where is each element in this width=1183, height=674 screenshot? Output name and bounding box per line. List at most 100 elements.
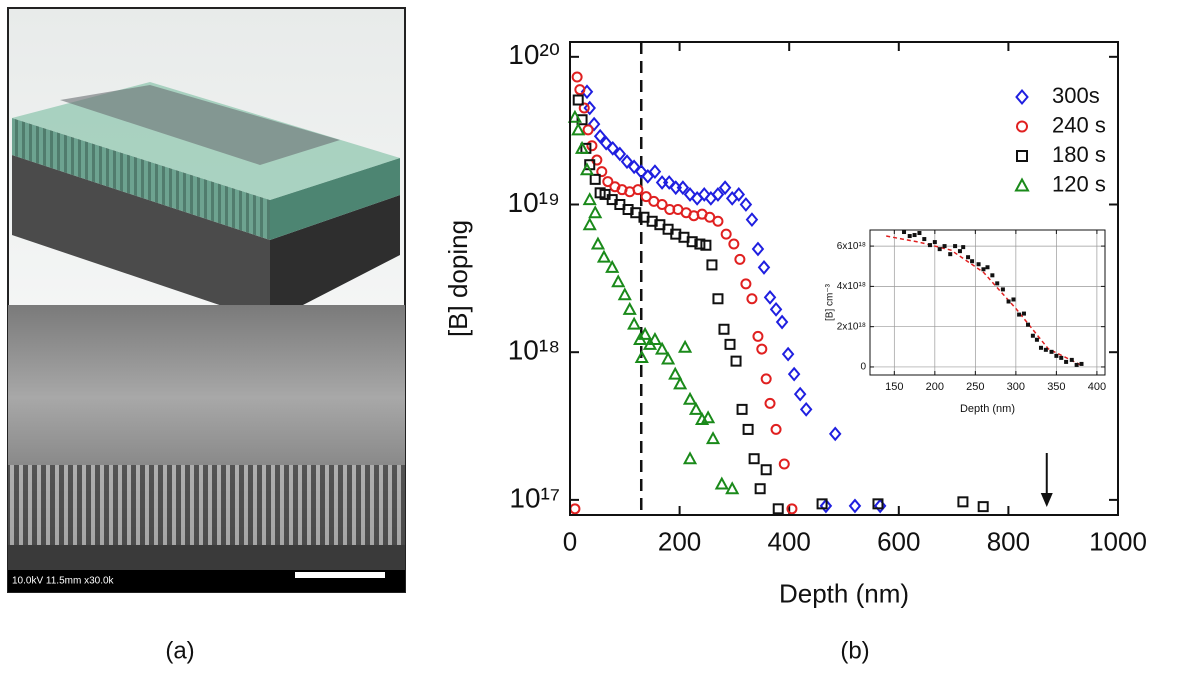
data-point (902, 230, 907, 235)
data-point (648, 164, 662, 180)
plot-frame (869, 229, 1106, 376)
data-point (786, 503, 798, 515)
data-point (736, 403, 748, 415)
data-point (662, 175, 676, 190)
x-tick-label: 350 (1047, 381, 1065, 393)
data-point (582, 217, 597, 231)
data-point (572, 94, 584, 106)
data-point (1054, 353, 1059, 358)
data-point (981, 267, 986, 272)
data-point (720, 228, 732, 240)
x-tick-label: 1000 (1089, 526, 1147, 556)
legend-label: 300s (1052, 83, 1100, 108)
panel-label: (b) (840, 637, 869, 664)
data-point (718, 323, 730, 335)
data-point (787, 366, 801, 382)
data-point (995, 281, 1000, 286)
data-point (583, 100, 596, 116)
data-point (588, 205, 603, 219)
nanowire-layer-side (270, 158, 400, 240)
legend-label: 180 s (1052, 142, 1106, 167)
data-point (966, 255, 971, 260)
data-point (816, 498, 828, 510)
data-point (606, 140, 620, 156)
data-point (961, 245, 966, 250)
data-point (872, 498, 884, 510)
data-point (751, 241, 765, 257)
x-axis-label: Depth (nm) (779, 578, 909, 608)
data-point (778, 458, 790, 470)
scale-bar (295, 572, 385, 578)
data-point (627, 159, 641, 175)
data-point (682, 451, 698, 465)
data-point (739, 197, 753, 212)
data-point (683, 187, 697, 202)
data-point (764, 397, 776, 409)
data-point (700, 239, 712, 251)
x-tick-label: 400 (1088, 381, 1106, 393)
data-point (756, 343, 768, 355)
data-point (1069, 357, 1074, 362)
data-point (742, 423, 754, 435)
x-tick-label: 800 (987, 526, 1030, 556)
arrow-head (1040, 493, 1053, 507)
x-tick-label: 600 (877, 526, 920, 556)
data-point (917, 231, 922, 236)
y-tick-label: 2x10¹⁸ (837, 321, 866, 332)
substrate-front (12, 155, 270, 322)
data-point (646, 215, 658, 227)
data-point (590, 236, 606, 250)
data-point (622, 301, 637, 315)
data-point (752, 330, 764, 342)
data-point (728, 238, 740, 250)
data-point (970, 259, 975, 264)
data-point (622, 204, 634, 216)
data-point (582, 124, 594, 136)
data-point (1049, 349, 1054, 354)
data-point (706, 259, 718, 271)
data-point (757, 260, 771, 275)
x-axis-label: Depth (nm) (960, 403, 1015, 415)
data-point (748, 453, 760, 465)
data-point (705, 431, 721, 445)
data-point (574, 140, 590, 154)
legend-marker (1015, 88, 1029, 106)
y-tick-label: 10²⁰ (508, 39, 560, 70)
data-point (912, 233, 917, 238)
data-point (1000, 287, 1005, 292)
data-point (848, 498, 862, 514)
data-point (932, 240, 937, 245)
plot-frame (569, 41, 1119, 516)
data-point (1021, 311, 1026, 316)
data-point (740, 278, 752, 290)
data-point (567, 109, 583, 123)
data-point (611, 274, 626, 288)
data-point (990, 273, 995, 278)
data-point (770, 423, 782, 435)
data-point (1079, 361, 1084, 366)
data-point (602, 176, 614, 188)
data-point (953, 244, 958, 249)
data-point (640, 191, 652, 203)
y-tick-label: 10¹⁸ (508, 335, 560, 366)
y-tick-label: 4x10¹⁸ (837, 281, 866, 292)
data-point (725, 481, 740, 495)
panel-a: 10.0kV 11.5mm x30.0k (a) (7, 7, 406, 664)
plot-area (870, 230, 1105, 375)
data-point (1006, 299, 1011, 304)
data-point (620, 154, 634, 170)
y-tick-label: 0 (860, 362, 866, 373)
data-point (922, 237, 927, 242)
y-tick-label: 10¹⁹ (508, 187, 560, 218)
data-point (632, 184, 644, 196)
data-point (571, 71, 583, 83)
data-point (907, 234, 912, 239)
legend-marker (1016, 120, 1028, 133)
data-point (763, 289, 777, 305)
data-point (661, 351, 676, 365)
data-point (654, 341, 670, 355)
data-point (718, 180, 732, 196)
x-tick-label: 300 (1007, 381, 1025, 393)
data-point (698, 187, 711, 202)
